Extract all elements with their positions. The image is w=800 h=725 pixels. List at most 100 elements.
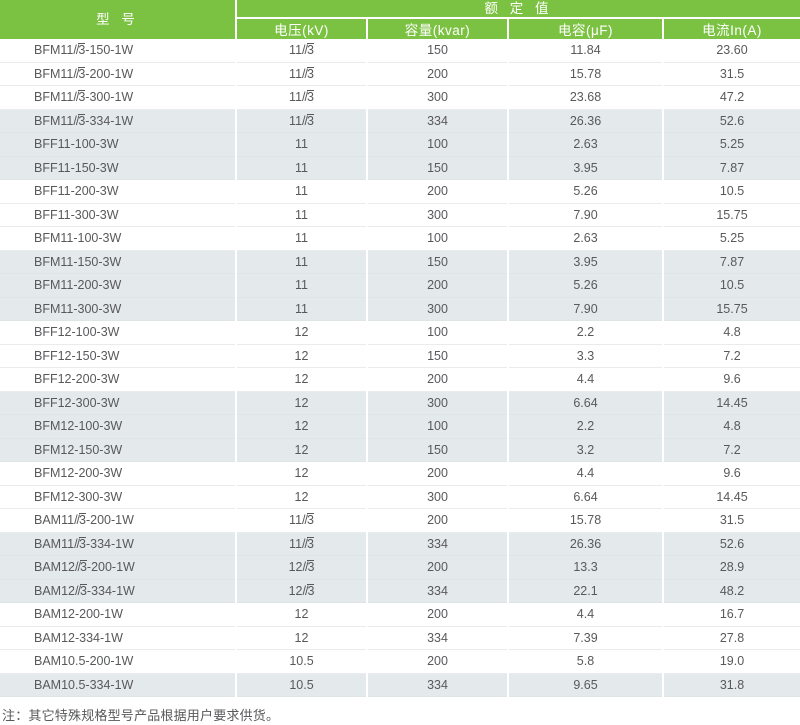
column-header-model-label: 型 号 [96, 11, 139, 27]
cell-voltage: 11 [235, 132, 367, 157]
cell-capacity: 150 [366, 39, 508, 63]
cell-current: 7.87 [661, 250, 800, 274]
cell-voltage: 11 [235, 297, 367, 321]
cell-model: BAM12-200-1W [0, 602, 236, 627]
table-row: BAM11//3-200-1W 11//3 200 15.78 31.5 [0, 508, 800, 533]
cell-capacity: 100 [366, 320, 508, 345]
cell-model: BFM11//3-200-1W [0, 62, 236, 86]
cell-model: BAM10.5-200-1W [0, 649, 236, 674]
cell-voltage: 12 [235, 367, 367, 392]
cell-capacitance: 15.78 [507, 62, 663, 86]
table-row: BFM11//3-200-1W 11//3 200 15.78 31.5 [0, 62, 800, 86]
table-row: BAM12-334-1W 12 334 7.39 27.8 [0, 626, 800, 650]
cell-model: BFM11//3-300-1W [0, 85, 236, 110]
cell-capacity: 150 [366, 156, 508, 180]
cell-model: BFM11-150-3W [0, 250, 236, 274]
table-row: BFM11//3-300-1W 11//3 300 23.68 47.2 [0, 85, 800, 110]
cell-capacitance: 4.4 [507, 461, 663, 486]
cell-capacitance: 6.64 [507, 485, 663, 509]
cell-current: 7.2 [661, 344, 800, 368]
cell-model: BAM12-334-1W [0, 626, 236, 650]
cell-capacity: 334 [366, 673, 508, 697]
table-row: BAM12-200-1W 12 200 4.4 16.7 [0, 602, 800, 627]
cell-capacitance: 22.1 [507, 579, 663, 603]
cell-model: BAM11//3-200-1W [0, 508, 236, 533]
cell-voltage: 12//3 [235, 555, 367, 580]
table-row: BAM10.5-334-1W 10.5 334 9.65 31.8 [0, 673, 800, 697]
cell-capacitance: 2.63 [507, 132, 663, 157]
cell-voltage: 11 [235, 273, 367, 298]
cell-capacitance: 3.2 [507, 438, 663, 462]
cell-capacity: 334 [366, 109, 508, 133]
cell-model: BFM11-300-3W [0, 297, 236, 321]
table-row: BFF11-100-3W 11 100 2.63 5.25 [0, 132, 800, 157]
table-row: BFM11-150-3W 11 150 3.95 7.87 [0, 250, 800, 274]
cell-model: BFM11-200-3W [0, 273, 236, 298]
cell-model: BFM11-100-3W [0, 226, 236, 251]
cell-voltage: 11 [235, 250, 367, 274]
cell-model: BFM12-150-3W [0, 438, 236, 462]
table-row: BFM11//3-334-1W 11//3 334 26.36 52.6 [0, 109, 800, 133]
cell-current: 14.45 [661, 391, 800, 415]
cell-capacity: 200 [366, 367, 508, 392]
cell-capacity: 334 [366, 579, 508, 603]
cell-capacitance: 2.2 [507, 320, 663, 345]
table-row: BFF11-300-3W 11 300 7.90 15.75 [0, 203, 800, 227]
cell-voltage: 11 [235, 226, 367, 251]
cell-voltage: 11//3 [235, 62, 367, 86]
cell-capacity: 150 [366, 344, 508, 368]
cell-capacitance: 7.90 [507, 297, 663, 321]
cell-capacitance: 15.78 [507, 508, 663, 533]
cell-capacity: 200 [366, 649, 508, 674]
cell-capacity: 334 [366, 532, 508, 556]
cell-model: BFF12-200-3W [0, 367, 236, 392]
cell-voltage: 11 [235, 156, 367, 180]
capacitor-specification-table: 型 号 额 定 值 电压(kV) 容量(kvar) 电容(μF) 电流In(A)… [0, 0, 800, 697]
cell-capacitance: 3.95 [507, 156, 663, 180]
cell-capacity: 200 [366, 273, 508, 298]
cell-current: 4.8 [661, 414, 800, 439]
header-row-top: 型 号 额 定 值 [0, 0, 800, 39]
cell-current: 19.0 [661, 649, 800, 674]
cell-current: 9.6 [661, 367, 800, 392]
cell-capacitance: 5.8 [507, 649, 663, 674]
cell-current: 48.2 [661, 579, 800, 603]
cell-model: BFF12-150-3W [0, 344, 236, 368]
cell-capacity: 150 [366, 250, 508, 274]
cell-model: BFM11//3-150-1W [0, 39, 236, 63]
table-row: BFF12-100-3W 12 100 2.2 4.8 [0, 320, 800, 345]
cell-capacity: 150 [366, 438, 508, 462]
cell-capacitance: 9.65 [507, 673, 663, 697]
cell-current: 52.6 [661, 109, 800, 133]
cell-capacity: 300 [366, 203, 508, 227]
cell-model: BFF11-100-3W [0, 132, 236, 157]
cell-model: BFM12-100-3W [0, 414, 236, 439]
table-row: BFM12-150-3W 12 150 3.2 7.2 [0, 438, 800, 462]
cell-model: BFF12-300-3W [0, 391, 236, 415]
table-row: BAM12//3-200-1W 12//3 200 13.3 28.9 [0, 555, 800, 580]
cell-voltage: 12 [235, 602, 367, 627]
cell-model: BAM10.5-334-1W [0, 673, 236, 697]
cell-voltage: 12 [235, 485, 367, 509]
cell-capacity: 200 [366, 461, 508, 486]
column-header-voltage: 电压(kV) [235, 17, 368, 39]
cell-current: 7.87 [661, 156, 800, 180]
table-row: BFM11//3-150-1W 11//3 150 11.84 23.60 [0, 39, 800, 63]
cell-voltage: 12 [235, 461, 367, 486]
cell-capacity: 100 [366, 226, 508, 251]
cell-voltage: 11//3 [235, 85, 367, 110]
cell-model: BAM12//3-200-1W [0, 555, 236, 580]
cell-model: BFM12-200-3W [0, 461, 236, 486]
cell-capacity: 200 [366, 602, 508, 627]
cell-capacitance: 2.2 [507, 414, 663, 439]
column-header-current: 电流In(A) [661, 17, 800, 39]
cell-current: 10.5 [661, 179, 800, 204]
cell-current: 31.5 [661, 508, 800, 533]
cell-capacitance: 23.68 [507, 85, 663, 110]
cell-model: BFM12-300-3W [0, 485, 236, 509]
cell-capacity: 100 [366, 132, 508, 157]
cell-voltage: 12 [235, 344, 367, 368]
column-header-rated-values-label: 额 定 值 [484, 0, 553, 16]
cell-capacity: 100 [366, 414, 508, 439]
table-row: BFF12-200-3W 12 200 4.4 9.6 [0, 367, 800, 392]
